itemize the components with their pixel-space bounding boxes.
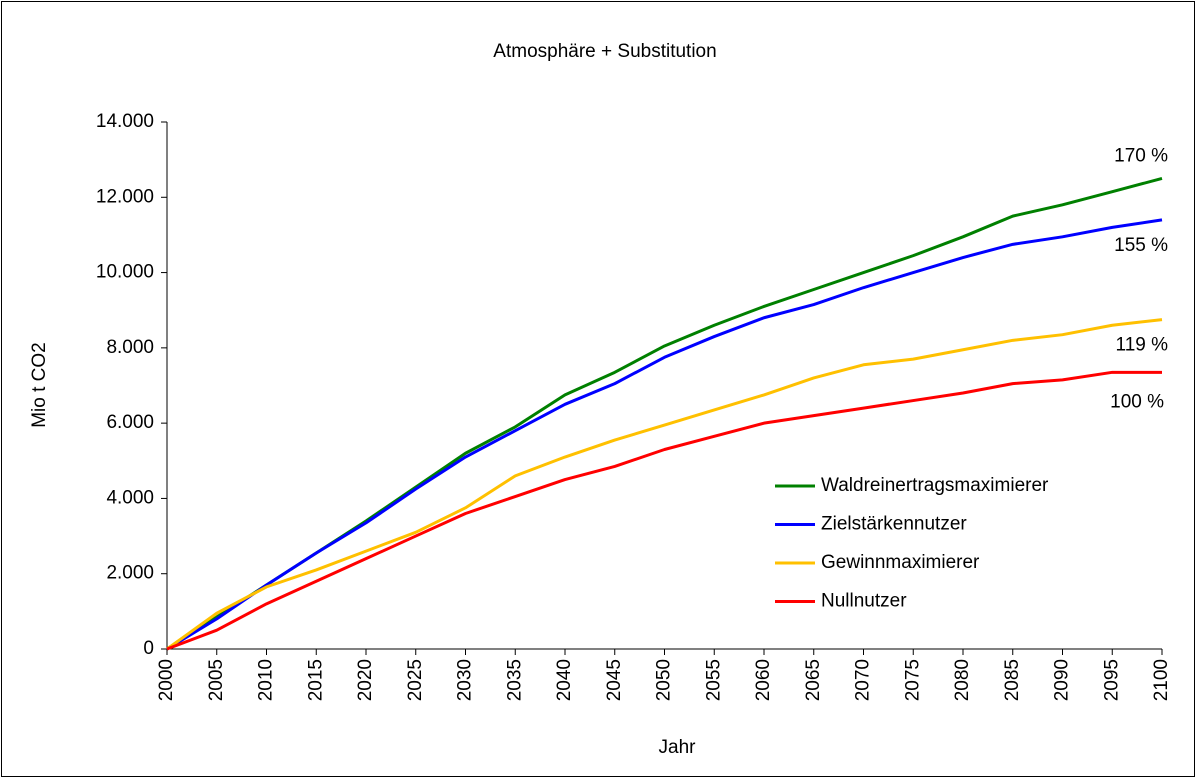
- y-tick-label: 2.000: [106, 563, 154, 584]
- x-axis-label: Jahr: [659, 737, 697, 758]
- series-line: [166, 318, 1163, 651]
- x-tick-label: 2035: [504, 659, 525, 701]
- y-tick-label: 6.000: [106, 412, 154, 433]
- end-label: 170 %: [1114, 145, 1168, 166]
- y-tick-label: 12.000: [96, 186, 154, 207]
- x-tick-label: 2000: [156, 659, 177, 701]
- chart-title: Atmosphäre + Substitution: [493, 41, 716, 62]
- y-tick-label: 8.000: [106, 337, 154, 358]
- legend-label: Gewinnmaximierer: [821, 552, 980, 573]
- x-tick-label: 2010: [256, 659, 277, 701]
- x-tick-label: 2005: [206, 659, 227, 701]
- end-label: 100 %: [1110, 391, 1164, 412]
- x-tick-label: 2060: [753, 659, 774, 701]
- x-tick-label: 2015: [305, 659, 326, 701]
- x-tick-label: 2100: [1151, 659, 1172, 701]
- x-tick-label: 2080: [952, 659, 973, 701]
- x-tick-label: 2065: [803, 659, 824, 701]
- end-label: 119 %: [1116, 335, 1169, 356]
- x-tick-label: 2085: [1002, 659, 1023, 701]
- y-tick-label: 10.000: [96, 262, 154, 283]
- x-tick-label: 2040: [554, 659, 575, 701]
- x-tick-label: 2020: [355, 659, 376, 701]
- x-tick-label: 2095: [1101, 659, 1122, 701]
- legend-label: Nullnutzer: [821, 591, 907, 612]
- series-line: [166, 218, 1163, 651]
- x-tick-label: 2055: [703, 659, 724, 701]
- end-label: 155 %: [1114, 235, 1168, 256]
- series-line: [166, 370, 1162, 651]
- x-tick-label: 2090: [1052, 659, 1073, 701]
- x-tick-label: 2050: [654, 659, 675, 701]
- x-tick-label: 2070: [853, 659, 874, 701]
- x-tick-label: 2030: [455, 659, 476, 701]
- x-tick-label: 2075: [902, 659, 923, 701]
- x-tick-label: 2045: [604, 659, 625, 701]
- y-tick-label: 4.000: [106, 487, 154, 508]
- x-tick-label: 2025: [405, 659, 426, 701]
- legend-label: Waldreinertragsmaximierer: [821, 475, 1049, 496]
- legend-label: Zielstärkennutzer: [821, 514, 967, 535]
- y-axis-label: Mio t CO2: [29, 342, 50, 428]
- y-tick-label: 14.000: [96, 111, 154, 132]
- y-tick-label: 0: [143, 638, 154, 659]
